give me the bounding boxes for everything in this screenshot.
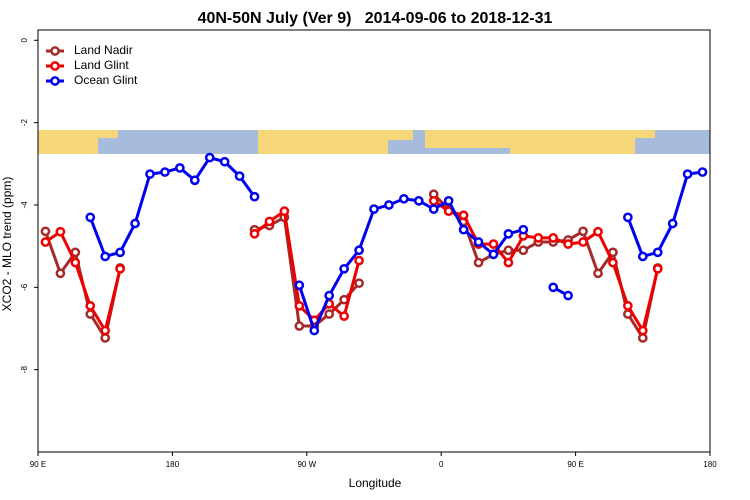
legend-label: Land Glint [74, 58, 129, 72]
data-point [428, 196, 439, 206]
legend-label: Ocean Glint [74, 73, 138, 87]
data-point [100, 325, 111, 336]
data-point [503, 245, 514, 256]
data-point [473, 237, 484, 247]
x-tick-label: 90 W [297, 460, 316, 469]
data-point [324, 290, 335, 301]
legend-marker [50, 61, 60, 71]
data-point [339, 311, 349, 321]
data-point [100, 333, 111, 343]
data-point [204, 152, 215, 163]
data-point [443, 196, 454, 206]
legend-marker [50, 46, 60, 56]
data-point [160, 167, 170, 177]
data-point [339, 263, 349, 274]
legend-label: Land Nadir [74, 43, 133, 57]
data-point [488, 239, 499, 249]
data-point [189, 175, 200, 186]
data-point [473, 257, 484, 268]
data-point [294, 280, 305, 291]
data-point [593, 268, 603, 279]
data-point [100, 251, 111, 262]
x-tick-label: 0 [439, 460, 444, 469]
data-point [563, 239, 573, 249]
data-point [578, 237, 588, 247]
data-point [608, 257, 618, 268]
data-point [249, 228, 260, 239]
series-line [88, 155, 703, 335]
data-point [324, 309, 335, 319]
data-point [697, 167, 708, 177]
data-point [488, 249, 499, 260]
data-point [145, 169, 155, 179]
y-tick-label: -4 [20, 201, 29, 209]
x-tick-label: 90 E [30, 460, 46, 469]
x-axis-label: Longitude [349, 476, 402, 490]
data-point [399, 193, 409, 204]
data-point [294, 300, 305, 311]
data-point [637, 325, 648, 336]
data-point [623, 212, 633, 223]
data-point [175, 163, 185, 173]
data-point [458, 224, 469, 235]
data-point [294, 321, 305, 331]
data-point [548, 282, 559, 293]
data-point [40, 237, 51, 247]
data-point [219, 156, 230, 167]
data-point [578, 226, 588, 237]
data-point [40, 226, 51, 237]
data-point [354, 245, 364, 256]
data-point [384, 200, 394, 210]
data-point [637, 333, 648, 343]
data-point [503, 228, 514, 239]
data-point [503, 257, 514, 268]
legend-marker [50, 76, 60, 86]
data-point [533, 233, 544, 243]
data-point [563, 290, 573, 301]
data-point [55, 226, 66, 237]
data-point [70, 257, 81, 268]
data-point [249, 191, 260, 202]
data-point [369, 204, 379, 214]
x-tick-label: 90 E [567, 460, 583, 469]
x-tick-label: 180 [166, 460, 180, 469]
data-point [623, 300, 633, 311]
world-map-strip [38, 130, 710, 154]
data-point [55, 268, 66, 279]
data-point [443, 206, 454, 217]
data-point [115, 247, 125, 258]
y-tick-label: 0 [20, 38, 29, 43]
data-point [309, 325, 320, 336]
data-point [428, 204, 439, 214]
data-point [548, 233, 559, 243]
data-point [652, 247, 663, 258]
y-tick-label: -2 [20, 119, 29, 127]
data-point [354, 255, 364, 266]
data-point [264, 216, 275, 227]
data-point [85, 300, 96, 311]
y-tick-label: -6 [20, 283, 29, 291]
data-point [667, 218, 678, 229]
data-point [593, 226, 603, 237]
data-point [413, 196, 424, 206]
data-point [279, 206, 290, 217]
data-point [115, 263, 125, 274]
y-tick-label: -8 [20, 366, 29, 374]
data-point [652, 263, 663, 274]
data-point [354, 278, 364, 289]
chart-title: 40N-50N July (Ver 9) 2014-09-06 to 2018-… [198, 10, 553, 27]
data-point [85, 212, 96, 223]
data-point [130, 218, 140, 229]
x-tick-label: 180 [703, 460, 717, 469]
y-axis-label: XCO2 - MLO trend (ppm) [0, 177, 14, 312]
data-point [518, 245, 529, 256]
data-point [518, 224, 529, 235]
data-point [234, 171, 245, 182]
data-point [682, 169, 693, 179]
plot-frame [37, 29, 711, 453]
data-point [637, 251, 648, 262]
data-point [458, 210, 469, 221]
